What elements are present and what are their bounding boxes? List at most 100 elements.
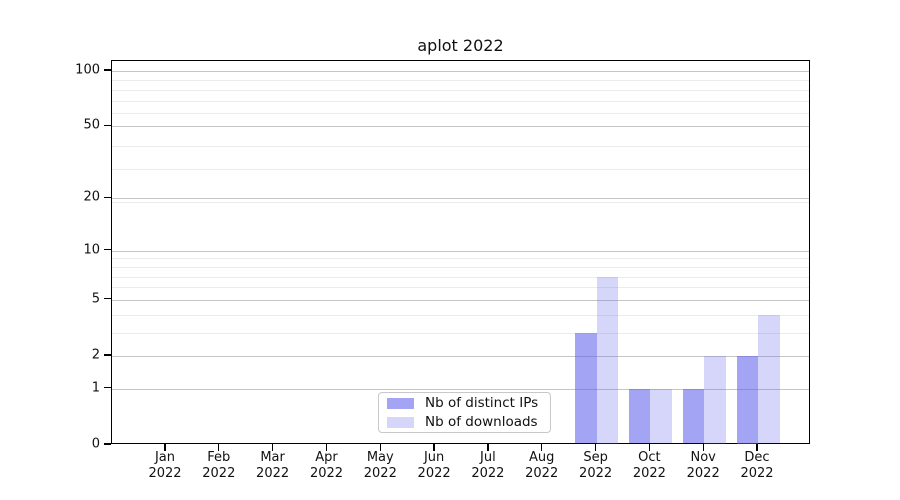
bar-downloads [758, 314, 780, 444]
x-tick-label: May 2022 [350, 450, 410, 482]
x-tick-label: Apr 2022 [297, 450, 357, 482]
gridline-major [112, 356, 809, 357]
bar-distinct-ips [736, 356, 758, 444]
x-tick-year: 2022 [148, 466, 182, 481]
x-tick-mark [756, 444, 758, 451]
gridline-major [112, 71, 809, 72]
bar-distinct-ips [575, 332, 597, 444]
x-tick-mark [379, 444, 381, 451]
plot-area [111, 60, 810, 444]
y-tick-mark [104, 298, 111, 300]
x-tick-year: 2022 [525, 466, 559, 481]
x-tick-year: 2022 [256, 466, 290, 481]
x-tick-month: Jan [154, 450, 176, 465]
gridline-minor [112, 80, 809, 82]
legend: Nb of distinct IPs Nb of downloads [378, 392, 551, 433]
x-tick-month: Sep [583, 450, 608, 465]
bar-distinct-ips [682, 388, 705, 444]
x-tick-label: Jun 2022 [404, 450, 464, 482]
gridline-minor [112, 169, 809, 171]
x-tick-month: Apr [315, 450, 338, 465]
y-tick-label: 100 [75, 62, 100, 78]
gridline-major [112, 299, 809, 301]
x-tick-mark [325, 444, 328, 451]
legend-label: Nb of distinct IPs [425, 395, 539, 411]
x-tick-mark [648, 444, 651, 451]
x-tick-label: Sep 2022 [566, 450, 626, 482]
x-tick-label: Jan 2022 [135, 450, 195, 482]
y-tick-label: 1 [91, 380, 100, 396]
x-tick-mark [164, 444, 166, 451]
x-tick-year: 2022 [202, 466, 236, 481]
x-tick-month: May [366, 450, 394, 465]
y-tick-label: 0 [91, 436, 100, 452]
x-tick-label: Oct 2022 [619, 450, 679, 482]
x-tick-mark [541, 444, 543, 451]
x-tick-mark [702, 444, 704, 451]
x-tick-year: 2022 [686, 466, 720, 481]
x-tick-year: 2022 [363, 466, 397, 481]
y-tick-mark [104, 443, 111, 445]
x-tick-month: Jun [423, 450, 445, 465]
gridline-major [112, 388, 809, 390]
y-tick-label: 10 [83, 242, 100, 258]
x-tick-label: Aug 2022 [512, 450, 572, 482]
x-tick-mark [271, 444, 274, 451]
x-tick-year: 2022 [579, 466, 613, 481]
x-tick-label: Jul 2022 [458, 450, 518, 482]
x-tick-mark [218, 444, 220, 451]
gridline-minor [112, 202, 809, 204]
gridline-minor [112, 113, 809, 115]
gridline-minor [112, 146, 809, 148]
y-tick-mark [104, 354, 111, 356]
bar-downloads [704, 356, 726, 444]
y-tick-mark [104, 124, 111, 127]
chart-title: aplot 2022 [417, 36, 504, 55]
x-tick-year: 2022 [417, 466, 451, 481]
gridline-major [112, 126, 809, 128]
gridline-minor [112, 314, 809, 316]
gridline-minor [112, 100, 809, 102]
x-tick-month: Mar [260, 450, 285, 465]
x-tick-month: Oct [638, 450, 661, 465]
x-tick-mark [594, 444, 597, 451]
bar-distinct-ips [628, 388, 651, 444]
gridline-major [112, 198, 809, 200]
x-tick-mark [433, 444, 435, 451]
x-tick-year: 2022 [471, 466, 505, 481]
x-tick-label: Nov 2022 [673, 450, 733, 482]
y-tick-mark [104, 196, 111, 198]
x-tick-month: Nov [690, 450, 716, 465]
y-tick-mark [104, 69, 111, 71]
legend-row: Nb of distinct IPs [387, 395, 542, 411]
x-tick-month: Dec [744, 450, 770, 465]
gridline-minor [112, 89, 809, 91]
x-tick-label: Dec 2022 [727, 450, 787, 482]
gridline-minor [112, 287, 809, 289]
bar-downloads [650, 388, 672, 444]
y-tick-mark [104, 387, 111, 389]
y-tick-label: 5 [91, 291, 100, 307]
y-tick-label: 50 [83, 117, 100, 133]
gridline-minor [112, 258, 809, 260]
x-tick-month: Jul [480, 450, 496, 465]
x-tick-month: Aug [528, 450, 555, 465]
legend-swatch-distinct-ips [387, 397, 414, 409]
x-tick-year: 2022 [309, 466, 344, 481]
y-tick-label: 20 [83, 189, 100, 205]
y-tick-mark [104, 249, 111, 251]
gridline-minor [112, 332, 809, 334]
y-tick-label: 2 [91, 347, 100, 363]
legend-swatch-downloads [387, 416, 414, 428]
x-tick-mark [487, 444, 489, 451]
x-tick-month: Feb [207, 450, 231, 465]
legend-row: Nb of downloads [387, 414, 542, 430]
gridline-minor [112, 266, 809, 268]
x-tick-year: 2022 [740, 466, 774, 481]
x-tick-year: 2022 [632, 466, 666, 481]
bar-downloads [596, 276, 619, 444]
x-tick-label: Mar 2022 [243, 450, 303, 482]
gridline-major [112, 250, 809, 252]
gridline-minor [112, 276, 809, 278]
